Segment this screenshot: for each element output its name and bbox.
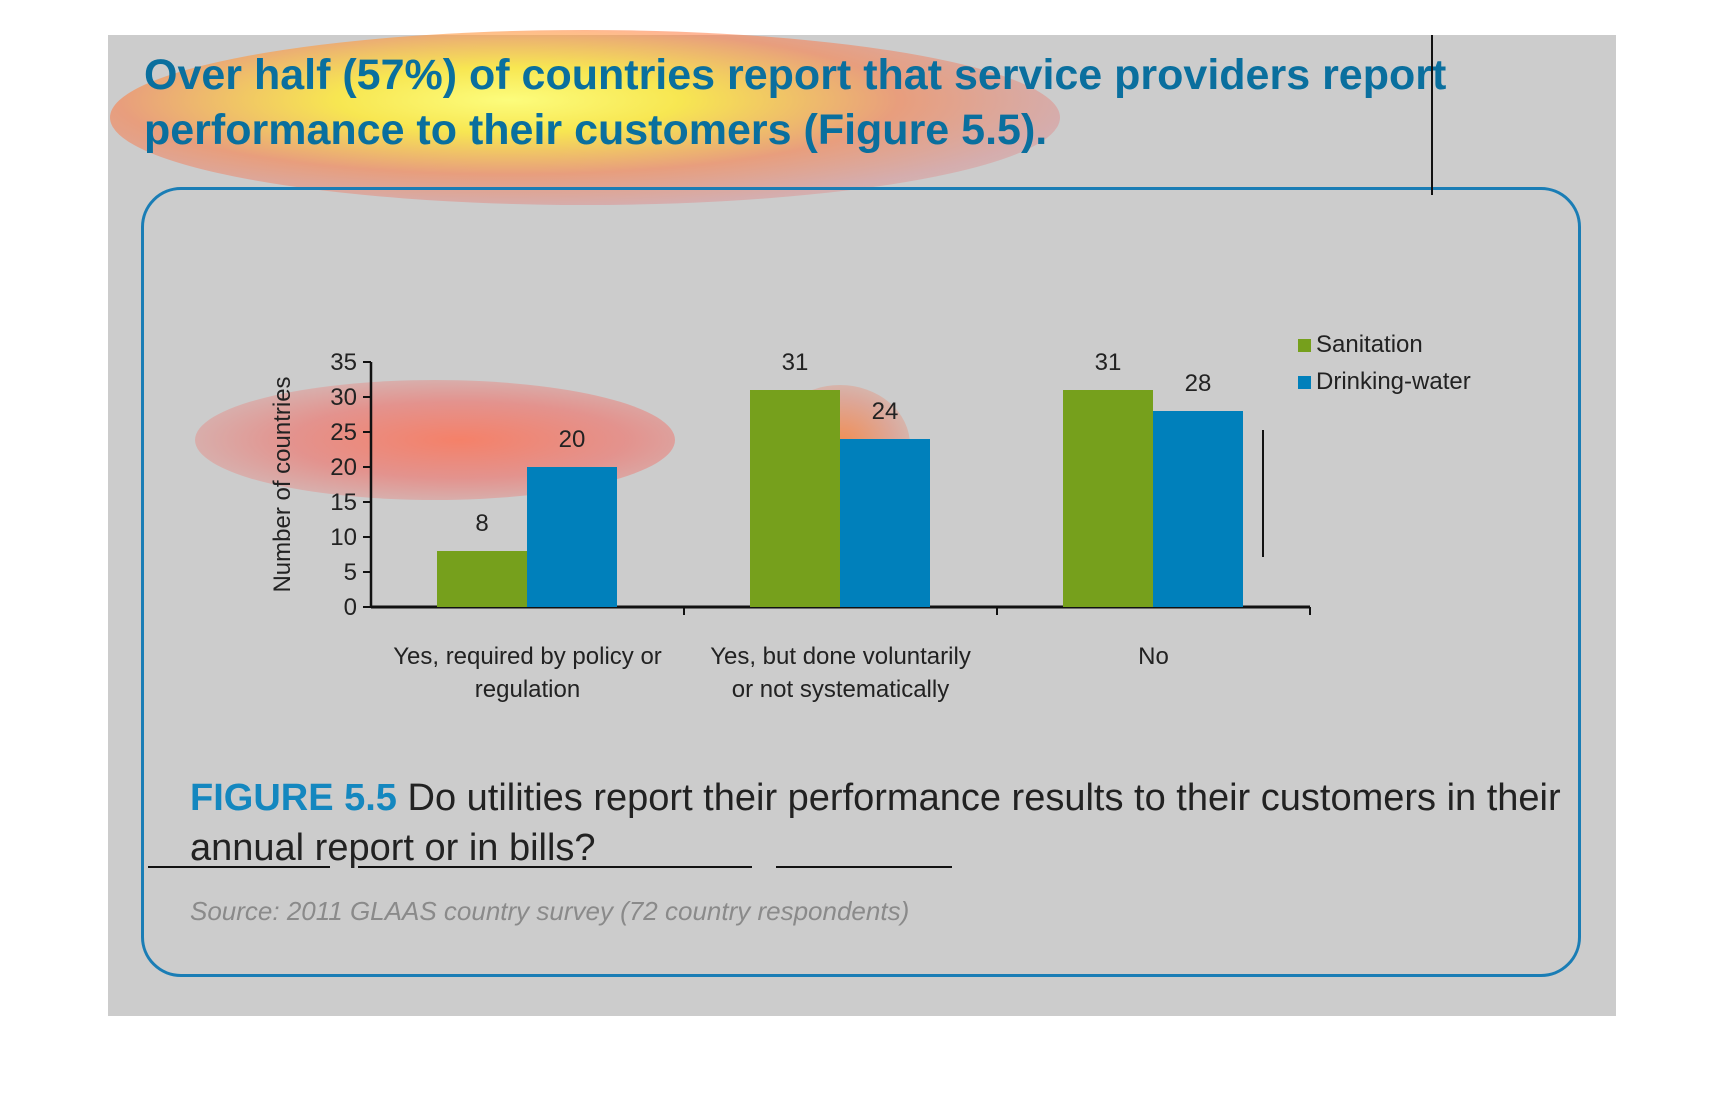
legend-swatch xyxy=(1298,339,1311,352)
bar xyxy=(1063,390,1153,607)
y-tick-label: 35 xyxy=(330,349,357,376)
y-tick-label: 25 xyxy=(330,419,357,446)
x-category-label: or not systematically xyxy=(732,676,949,703)
legend-label: Drinking-water xyxy=(1316,368,1471,395)
x-category-label: regulation xyxy=(475,676,580,703)
data-label: 20 xyxy=(559,426,586,453)
cursor-line-chart xyxy=(1262,430,1264,557)
bar xyxy=(527,467,617,607)
figure-source: Source: 2011 GLAAS country survey (72 co… xyxy=(190,896,910,926)
underline-stroke-2 xyxy=(358,866,752,868)
bar xyxy=(437,551,527,607)
bar xyxy=(1153,411,1243,607)
y-tick-label: 0 xyxy=(344,594,357,621)
data-label: 31 xyxy=(1095,349,1122,376)
data-label: 8 xyxy=(475,510,488,537)
data-label: 28 xyxy=(1185,370,1212,397)
figure-frame xyxy=(141,187,1581,977)
y-axis-label: Number of countries xyxy=(269,376,296,592)
bar xyxy=(840,439,930,607)
bar xyxy=(750,390,840,607)
y-tick-label: 20 xyxy=(330,454,357,481)
legend-swatch xyxy=(1298,376,1311,389)
headline: Over half (57%) of countries report that… xyxy=(144,51,1447,154)
y-tick-label: 5 xyxy=(344,559,357,586)
y-tick-label: 15 xyxy=(330,489,357,516)
cursor-line-top xyxy=(1431,35,1433,195)
figure-caption-text: Do utilities report their performance re… xyxy=(190,777,1561,869)
figure-caption: FIGURE 5.5 Do utilities report their per… xyxy=(190,773,1570,873)
underline-stroke-3 xyxy=(776,866,952,868)
underline-stroke-1 xyxy=(148,866,330,868)
data-label: 24 xyxy=(872,398,899,425)
data-label: 31 xyxy=(782,349,809,376)
figure-label: FIGURE 5.5 xyxy=(190,777,397,819)
y-tick-label: 10 xyxy=(330,524,357,551)
y-tick-label: 30 xyxy=(330,384,357,411)
x-category-label: Yes, but done voluntarily xyxy=(710,643,971,670)
legend-label: Sanitation xyxy=(1316,331,1423,358)
x-category-label: Yes, required by policy or xyxy=(393,643,662,670)
x-category-label: No xyxy=(1138,643,1169,670)
